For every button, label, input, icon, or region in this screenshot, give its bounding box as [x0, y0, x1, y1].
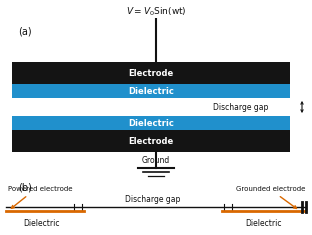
Text: Dielectric: Dielectric: [128, 86, 174, 95]
Text: Dielectric: Dielectric: [128, 118, 174, 128]
Text: Discharge gap: Discharge gap: [125, 195, 181, 204]
Text: $V = V_0\mathrm{Sin(wt)}$: $V = V_0\mathrm{Sin(wt)}$: [126, 6, 186, 19]
Bar: [12, 84, 290, 98]
Bar: [12, 62, 290, 84]
Text: Dielectric: Dielectric: [246, 219, 282, 228]
Text: Discharge gap: Discharge gap: [213, 102, 268, 111]
Text: (b): (b): [18, 182, 32, 192]
Text: Electrode: Electrode: [128, 68, 173, 78]
Text: Dielectric: Dielectric: [24, 219, 60, 228]
Bar: [12, 130, 290, 152]
Text: Electrode: Electrode: [128, 137, 173, 145]
Text: Powered electrode: Powered electrode: [8, 186, 72, 192]
Text: Ground: Ground: [142, 156, 170, 165]
Text: (a): (a): [18, 27, 32, 37]
Bar: [12, 116, 290, 130]
Text: Grounded electrode: Grounded electrode: [236, 186, 305, 192]
